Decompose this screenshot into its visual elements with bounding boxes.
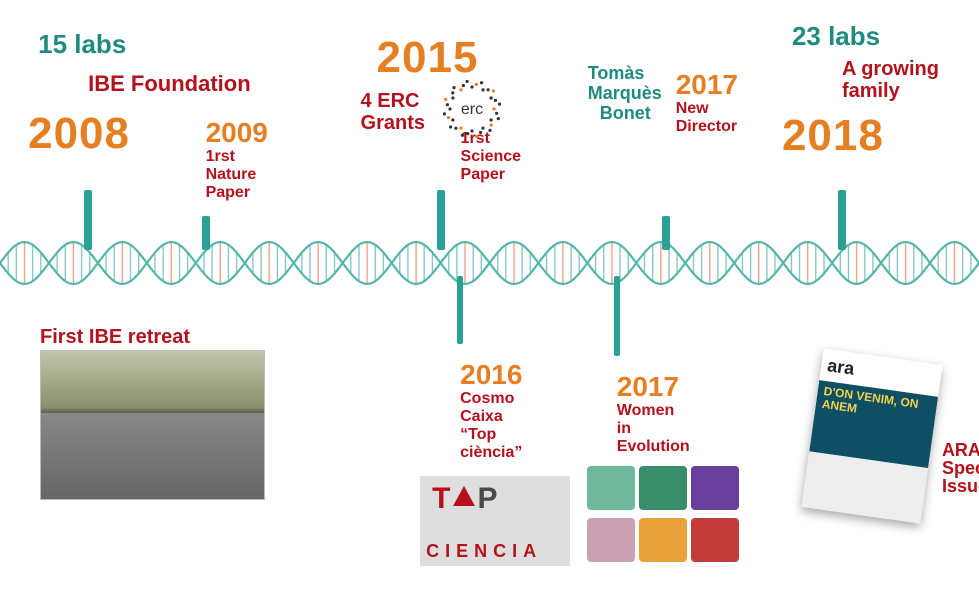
timeline-label: Science xyxy=(461,148,521,166)
women-in-evolution-image xyxy=(587,466,747,566)
timeline-label: family xyxy=(842,80,900,102)
timeline-label: Nature xyxy=(206,166,257,184)
portrait xyxy=(639,466,687,510)
timeline-label: Grants xyxy=(361,112,425,134)
timeline-label: 2018 xyxy=(782,112,884,160)
portrait xyxy=(587,466,635,510)
timeline-label: 2009 xyxy=(206,118,268,149)
timeline-label: 1rst xyxy=(206,148,235,166)
timeline-label: Cosmo xyxy=(460,390,514,408)
timeline-label: 23 labs xyxy=(792,22,880,51)
svg-text:erc: erc xyxy=(460,101,482,118)
timeline-label: 2017 xyxy=(617,372,679,403)
timeline-label: Director xyxy=(676,118,737,136)
timeline-tick xyxy=(437,190,445,250)
timeline-tick xyxy=(838,190,846,250)
timeline-tick xyxy=(614,276,620,356)
timeline-tick xyxy=(457,276,463,344)
portrait xyxy=(587,518,635,562)
timeline-label: Evolution xyxy=(617,438,690,456)
topciencia-image: TPCIENCIA xyxy=(420,476,570,566)
timeline-label: A growing xyxy=(842,58,939,80)
timeline-label: Paper xyxy=(461,166,505,184)
timeline-label: 2016 xyxy=(460,360,522,391)
retreat-label: First IBE retreat xyxy=(40,326,190,348)
dna-helix xyxy=(0,240,979,286)
timeline-label: 4 ERC xyxy=(361,90,420,112)
timeline-tick xyxy=(662,216,670,250)
timeline-label: in xyxy=(617,420,631,438)
timeline-label: Paper xyxy=(206,184,250,202)
portrait xyxy=(691,518,739,562)
ara-label: Issue xyxy=(942,477,979,497)
timeline-label: New xyxy=(676,100,709,118)
timeline-label: 2017 xyxy=(676,70,738,101)
timeline-tick xyxy=(84,190,92,250)
timeline-label: ciència” xyxy=(460,444,522,462)
timeline-label: 2008 xyxy=(28,110,130,158)
timeline-label: Caixa xyxy=(460,408,503,426)
timeline-label: “Top xyxy=(460,426,496,444)
portrait xyxy=(691,466,739,510)
portrait xyxy=(639,518,687,562)
timeline-label: IBE Foundation xyxy=(88,72,251,96)
ara-magazine-image: araD'ON VENIM, ON ANEM xyxy=(801,348,942,523)
timeline-container: 15 labsIBE Foundation200820091rstNatureP… xyxy=(0,0,979,600)
timeline-label: 15 labs xyxy=(38,30,126,59)
timeline-label: 2015 xyxy=(377,34,479,82)
erc-logo: erc xyxy=(443,80,501,138)
timeline-label: Marquès xyxy=(588,84,662,104)
timeline-label: Bonet xyxy=(600,104,651,124)
timeline-label: Women xyxy=(617,402,674,420)
retreat-photo xyxy=(40,350,265,500)
timeline-label: Tomàs xyxy=(588,64,645,84)
timeline-tick xyxy=(202,216,210,250)
